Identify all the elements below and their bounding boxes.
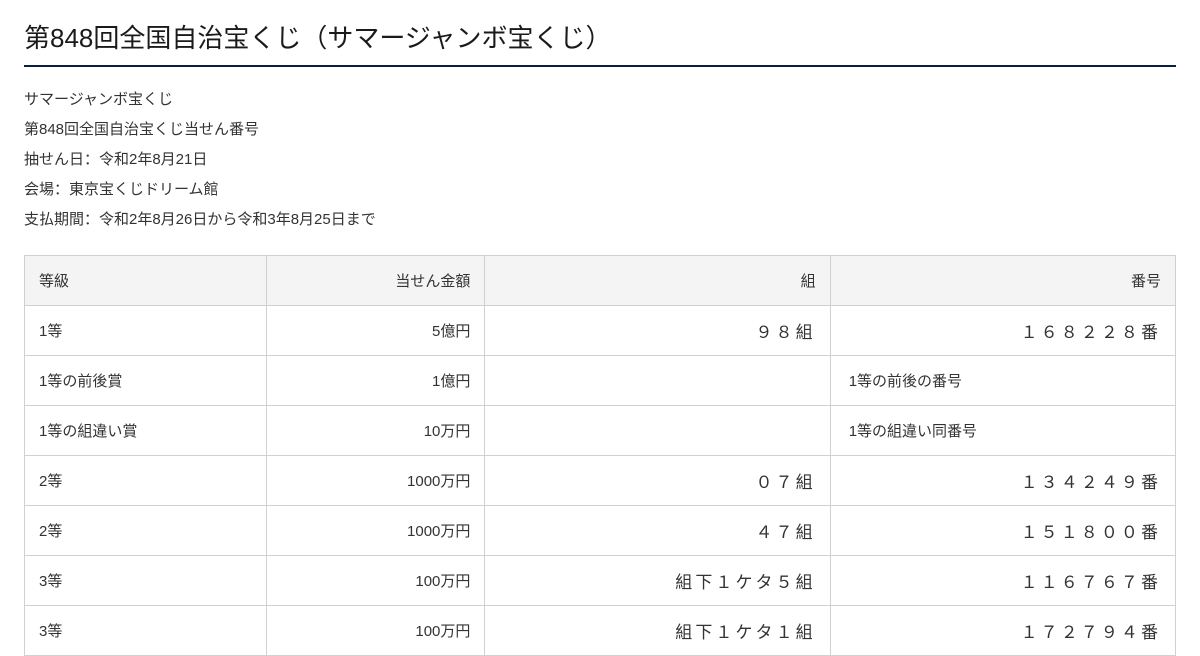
cell-number: １１６７６７番 — [830, 556, 1175, 606]
cell-grade: 3等 — [25, 556, 267, 606]
cell-amount: 100万円 — [266, 556, 485, 606]
table-row: 2等1000万円４７組１５１８００番 — [25, 506, 1176, 556]
info-draw-title: 第848回全国自治宝くじ当せん番号 — [24, 115, 1176, 145]
cell-kumi: ９８組 — [485, 306, 830, 356]
cell-number: １６８２２８番 — [830, 306, 1175, 356]
cell-amount: 100万円 — [266, 606, 485, 656]
header-kumi: 組 — [485, 256, 830, 306]
header-grade: 等級 — [25, 256, 267, 306]
cell-grade: 1等の組違い賞 — [25, 406, 267, 456]
cell-amount: 1000万円 — [266, 506, 485, 556]
cell-grade: 2等 — [25, 456, 267, 506]
page-title: 第848回全国自治宝くじ（サマージャンボ宝くじ） — [24, 18, 1176, 67]
cell-amount: 10万円 — [266, 406, 485, 456]
cell-kumi: ０７組 — [485, 456, 830, 506]
cell-grade: 3等 — [25, 606, 267, 656]
table-body: 1等5億円９８組１６８２２８番1等の前後賞1億円1等の前後の番号1等の組違い賞1… — [25, 306, 1176, 656]
header-number: 番号 — [830, 256, 1175, 306]
cell-number: １３４２４９番 — [830, 456, 1175, 506]
info-lottery-name: サマージャンボ宝くじ — [24, 85, 1176, 115]
cell-amount: 5億円 — [266, 306, 485, 356]
results-table: 等級 当せん金額 組 番号 1等5億円９８組１６８２２８番1等の前後賞1億円1等… — [24, 255, 1176, 656]
cell-grade: 1等の前後賞 — [25, 356, 267, 406]
table-row: 3等100万円組下１ケタ５組１１６７６７番 — [25, 556, 1176, 606]
table-row: 1等の組違い賞10万円 1等の組違い同番号 — [25, 406, 1176, 456]
cell-amount: 1000万円 — [266, 456, 485, 506]
cell-number: 1等の前後の番号 — [830, 356, 1175, 406]
info-pay-period: 支払期間：令和2年8月26日から令和3年8月25日まで — [24, 205, 1176, 235]
cell-grade: 1等 — [25, 306, 267, 356]
table-row: 2等1000万円０７組１３４２４９番 — [25, 456, 1176, 506]
cell-kumi: 組下１ケタ１組 — [485, 606, 830, 656]
cell-number: １５１８００番 — [830, 506, 1175, 556]
info-venue: 会場：東京宝くじドリーム館 — [24, 175, 1176, 205]
cell-number: １７２７９４番 — [830, 606, 1175, 656]
table-header-row: 等級 当せん金額 組 番号 — [25, 256, 1176, 306]
table-row: 1等の前後賞1億円 1等の前後の番号 — [25, 356, 1176, 406]
cell-kumi: 組下１ケタ５組 — [485, 556, 830, 606]
info-draw-date: 抽せん日：令和2年8月21日 — [24, 145, 1176, 175]
cell-kumi: ４７組 — [485, 506, 830, 556]
lottery-info-block: サマージャンボ宝くじ 第848回全国自治宝くじ当せん番号 抽せん日：令和2年8月… — [24, 85, 1176, 235]
cell-amount: 1億円 — [266, 356, 485, 406]
cell-kumi — [485, 356, 830, 406]
cell-grade: 2等 — [25, 506, 267, 556]
cell-number: 1等の組違い同番号 — [830, 406, 1175, 456]
table-row: 1等5億円９８組１６８２２８番 — [25, 306, 1176, 356]
cell-kumi — [485, 406, 830, 456]
table-row: 3等100万円組下１ケタ１組１７２７９４番 — [25, 606, 1176, 656]
header-amount: 当せん金額 — [266, 256, 485, 306]
